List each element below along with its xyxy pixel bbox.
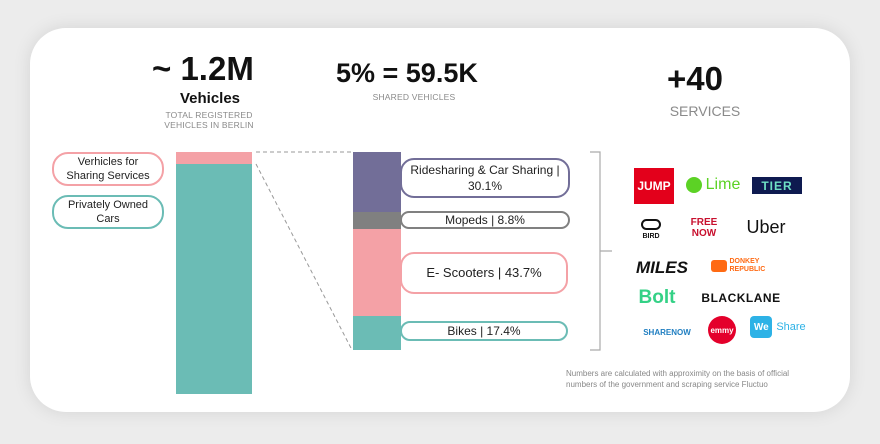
bar-segment-scooters [353, 229, 401, 316]
logo-jump: JUMP [634, 168, 674, 204]
legend-sharing-services: Verhicles for Sharing Services [52, 152, 164, 186]
logo-blacklane: BLACKLANE [696, 289, 786, 307]
label-mopeds-text: Mopeds | 8.8% [445, 213, 525, 227]
logo-emmy: emmy [708, 316, 736, 344]
logo-freenow: FREE NOW [678, 214, 730, 242]
logo-uber: Uber [740, 214, 792, 240]
label-mopeds: Mopeds | 8.8% [400, 211, 570, 229]
legend-private-label: Privately Owned Cars [67, 199, 149, 225]
legend-sharing-label: Verhicles for Sharing Services [66, 156, 150, 182]
bar-segment-sharing [176, 152, 252, 164]
lime-icon [685, 177, 702, 193]
bar-segment-bikes [353, 315, 401, 350]
legend-privately-owned: Privately Owned Cars [52, 195, 164, 229]
logo-bird-text: BIRD [642, 232, 660, 240]
logo-bolt: Bolt [633, 286, 681, 310]
label-scooters-text: E- Scooters | 43.7% [426, 265, 542, 280]
services-value: +40 [667, 60, 723, 97]
logo-lime: Lime [682, 172, 744, 198]
footnote: Numbers are calculated with approximity … [566, 369, 790, 389]
total-vehicles-label: Vehicles [179, 90, 241, 107]
logo-sharenow-text: SHARENOW [643, 327, 691, 337]
label-bikes: Bikes | 17.4% [400, 321, 568, 341]
logo-uber-text: Uber [746, 216, 786, 237]
bar-total-vehicles [176, 152, 252, 394]
logo-donkey-text: DONKEY REPUBLIC [729, 258, 766, 273]
bar-segment-private [176, 164, 252, 394]
bar-segment-mopeds [353, 211, 401, 230]
logo-tier-text: TIER [761, 178, 793, 193]
total-vehicles-caption: TOTAL REGISTERED VEHICLES IN BERLIN [164, 110, 254, 130]
donkey-icon [710, 260, 727, 272]
shared-vehicles-value: 5% = 59.5K [336, 58, 478, 88]
label-scooters: E- Scooters | 43.7% [400, 252, 568, 294]
logo-emmy-text: emmy [710, 325, 734, 335]
services-caption: SERVICES [669, 103, 741, 119]
total-vehicles-value: ~ 1.2M [152, 50, 254, 87]
logo-miles-text: MILES [636, 258, 688, 277]
bar-segment-ridesharing [353, 152, 401, 212]
logo-jump-text: JUMP [637, 179, 671, 193]
logo-freenow-text: FREE NOW [690, 217, 718, 239]
logo-miles: MILES [632, 256, 692, 280]
bar-shared-vehicles [353, 152, 585, 350]
logo-tier: TIER [752, 177, 802, 194]
shared-vehicles-caption: SHARED VEHICLES [372, 92, 456, 102]
logo-lime-text: Lime [705, 176, 741, 193]
logo-weshare-text: Share [776, 321, 806, 333]
logo-donkey: DONKEY REPUBLIC [704, 256, 776, 276]
bird-icon [641, 218, 661, 230]
logo-bird: BIRD [634, 214, 668, 244]
logo-weshare: We Share [748, 316, 808, 338]
weshare-icon: We [750, 316, 773, 338]
logo-bolt-text: Bolt [638, 287, 676, 308]
label-ridesharing: Ridesharing & Car Sharing | 30.1% [400, 158, 570, 198]
logo-blacklane-text: BLACKLANE [701, 291, 781, 305]
logo-sharenow: SHARENOW [634, 324, 700, 340]
label-ridesharing-text: Ridesharing & Car Sharing | 30.1% [410, 163, 560, 193]
label-bikes-text: Bikes | 17.4% [447, 324, 521, 338]
